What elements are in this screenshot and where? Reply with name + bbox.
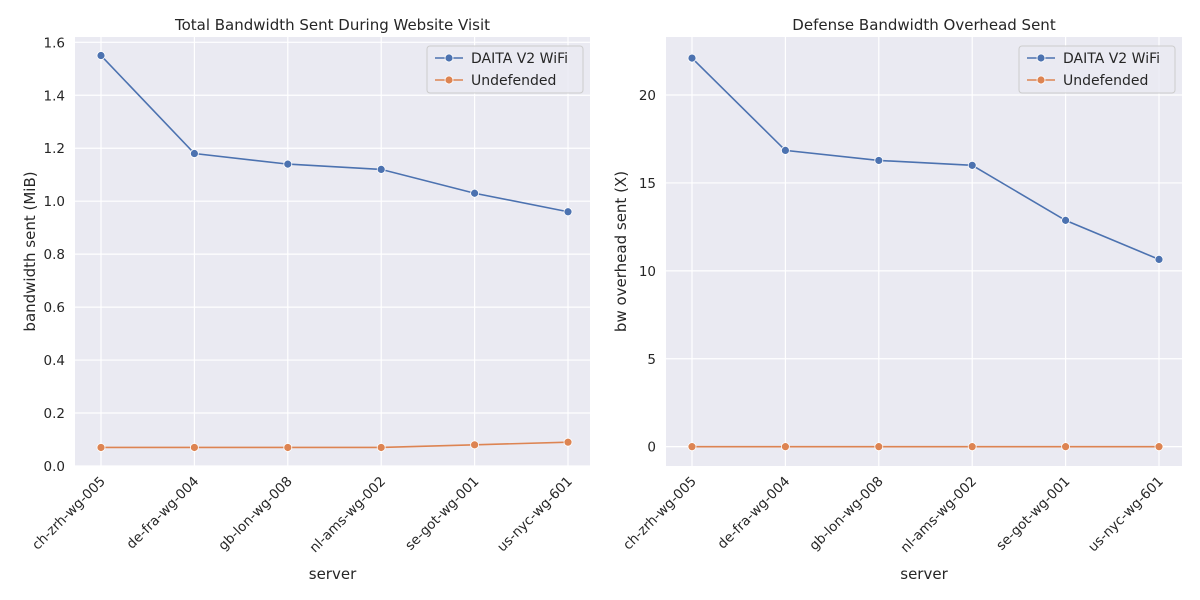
data-point bbox=[376, 443, 386, 452]
legend-label: Undefended bbox=[1063, 73, 1148, 89]
data-point bbox=[874, 442, 884, 452]
y-tick-label: 0.0 bbox=[44, 459, 65, 475]
x-tick-label: nl-ams-wg-002 bbox=[306, 474, 389, 557]
x-tick-label: us-nyc-wg-601 bbox=[1085, 474, 1167, 556]
y-axis-label: bw overhead sent (X) bbox=[612, 171, 630, 332]
data-point bbox=[563, 437, 573, 447]
data-point bbox=[189, 149, 199, 158]
x-tick-label: ch-zrh-wg-005 bbox=[620, 474, 700, 554]
data-point bbox=[781, 146, 790, 155]
legend-box bbox=[1018, 45, 1176, 94]
y-tick-label: 0.8 bbox=[44, 247, 65, 263]
legend-label: Undefended bbox=[471, 73, 556, 89]
data-point bbox=[96, 51, 106, 60]
y-axis-label: bandwidth sent (MiB) bbox=[21, 171, 39, 331]
data-point bbox=[967, 160, 977, 170]
series-line-undefended bbox=[101, 441, 569, 449]
y-tick-label: 0.2 bbox=[44, 406, 65, 422]
chart-title: Defense Bandwidth Overhead Sent bbox=[792, 16, 1056, 34]
x-tick-label: nl-ams-wg-002 bbox=[897, 474, 980, 557]
x-tick-label: ch-zrh-wg-005 bbox=[29, 474, 109, 554]
data-point bbox=[376, 165, 386, 174]
chart-title: Total Bandwidth Sent During Website Visi… bbox=[174, 16, 490, 34]
data-point bbox=[283, 159, 293, 169]
y-tick-label: 10 bbox=[639, 264, 656, 280]
legend-marker bbox=[1036, 75, 1046, 85]
data-point bbox=[96, 443, 106, 452]
legend-label: DAITA V2 WiFi bbox=[1063, 51, 1160, 67]
y-tick-label: 0.4 bbox=[44, 353, 65, 369]
legend-marker bbox=[444, 75, 454, 85]
x-tick-label: gb-lon-wg-008 bbox=[806, 474, 886, 554]
y-tick-label: 1.6 bbox=[44, 35, 65, 51]
data-point bbox=[1061, 215, 1070, 225]
x-axis-label: server bbox=[900, 565, 948, 583]
plot-background bbox=[666, 37, 1182, 466]
x-tick-label: us-nyc-wg-601 bbox=[494, 474, 576, 556]
data-point bbox=[874, 156, 884, 165]
x-tick-label: se-got-wg-001 bbox=[993, 474, 1073, 554]
y-tick-label: 1.2 bbox=[44, 141, 65, 157]
data-point bbox=[1154, 442, 1164, 452]
data-point bbox=[189, 443, 199, 452]
legend-box bbox=[426, 45, 584, 94]
y-tick-label: 0 bbox=[647, 440, 656, 456]
series-line-daita bbox=[100, 54, 569, 213]
x-tick-label: gb-lon-wg-008 bbox=[215, 474, 295, 554]
data-point bbox=[563, 207, 573, 217]
chart-right: 0 5 10 15 20 ch-zrh-wg-005 de-fra-wg-004 gb-lon… bbox=[612, 16, 1182, 583]
plot-background bbox=[75, 37, 590, 466]
data-point bbox=[283, 443, 293, 452]
data-point bbox=[470, 440, 480, 450]
y-tick-label: 0.6 bbox=[44, 300, 65, 316]
series-line-daita bbox=[691, 57, 1160, 261]
legend-marker bbox=[444, 53, 454, 63]
x-tick-label: se-got-wg-001 bbox=[402, 474, 482, 554]
x-tick-label: de-fra-wg-004 bbox=[123, 474, 202, 553]
data-point bbox=[1061, 442, 1070, 452]
x-axis-label: server bbox=[309, 565, 357, 583]
x-tick-label: de-fra-wg-004 bbox=[714, 474, 793, 553]
legend-label: DAITA V2 WiFi bbox=[471, 51, 568, 67]
y-tick-label: 1.0 bbox=[44, 194, 65, 210]
y-tick-label: 15 bbox=[639, 176, 656, 192]
data-point bbox=[781, 442, 790, 452]
data-point bbox=[470, 188, 480, 198]
data-point bbox=[687, 442, 697, 452]
legend-marker bbox=[1036, 53, 1046, 63]
data-point bbox=[687, 53, 697, 63]
y-tick-label: 5 bbox=[647, 352, 656, 368]
y-tick-label: 20 bbox=[639, 88, 656, 104]
chart-left: 0.0 0.2 0.4 0.6 0.8 1.0 1.2 1.4 1.6 ch-zrh-wg-005… bbox=[21, 16, 590, 583]
data-point bbox=[967, 442, 977, 452]
y-tick-label: 1.4 bbox=[44, 88, 65, 104]
data-point bbox=[1154, 255, 1164, 264]
